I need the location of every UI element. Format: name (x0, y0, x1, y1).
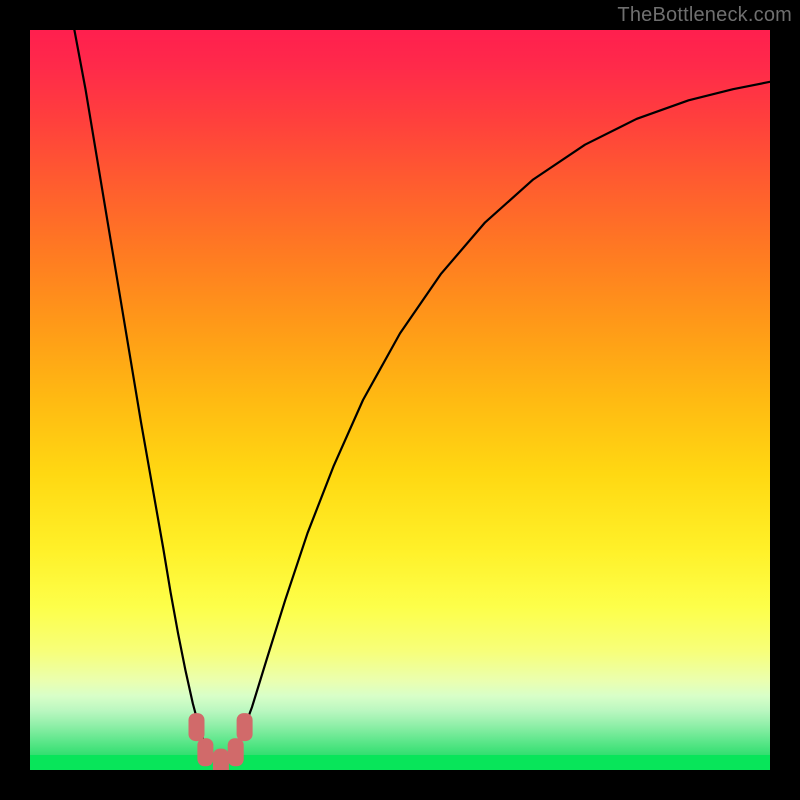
trough-marker (197, 738, 213, 766)
trough-marker (189, 713, 205, 741)
trough-marker (213, 749, 229, 770)
bottleneck-curve (74, 30, 770, 764)
chart-frame: TheBottleneck.com (0, 0, 800, 800)
trough-marker (237, 713, 253, 741)
plot-area (30, 30, 770, 770)
curve-layer (30, 30, 770, 770)
trough-marker (228, 738, 244, 766)
watermark-text: TheBottleneck.com (617, 4, 792, 27)
